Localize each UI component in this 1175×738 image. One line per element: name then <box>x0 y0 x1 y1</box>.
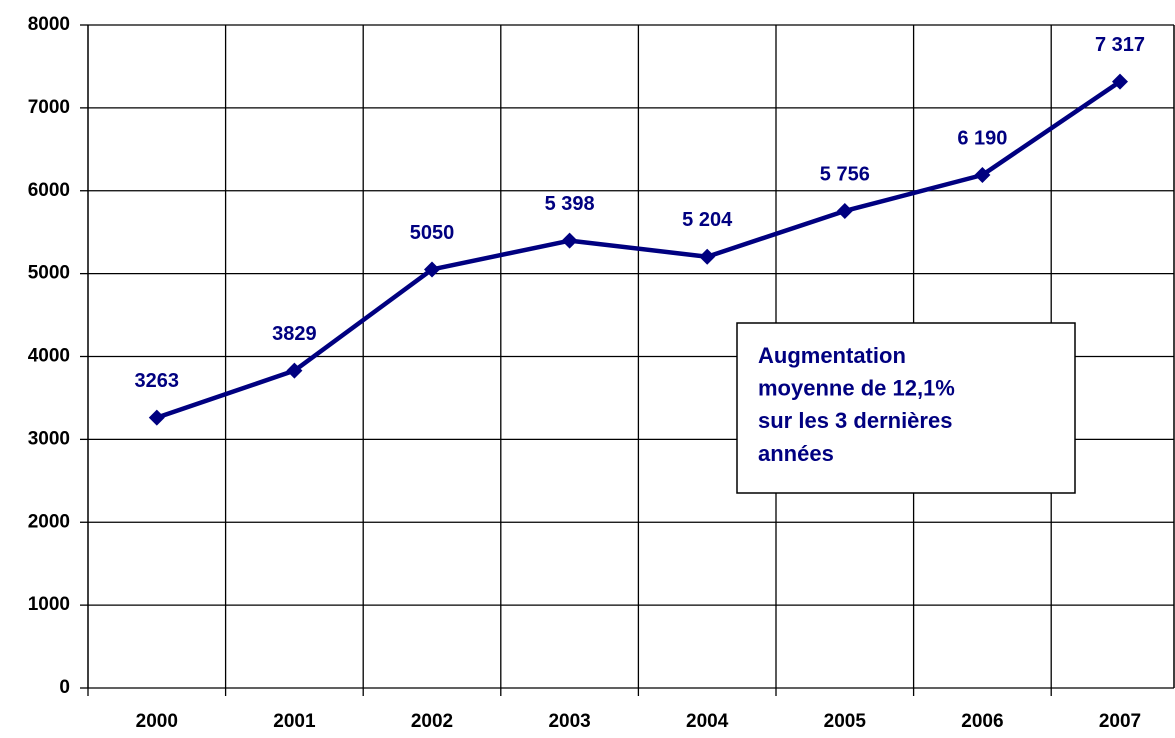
y-tick-label: 0 <box>59 677 70 698</box>
data-label: 5 204 <box>682 209 733 231</box>
y-tick-label: 4000 <box>28 346 70 367</box>
x-tick-label: 2005 <box>824 711 867 732</box>
y-tick-label: 8000 <box>28 14 70 35</box>
x-tick-label: 2004 <box>686 711 729 732</box>
x-tick-label: 2002 <box>411 711 453 732</box>
line <box>156 79 1122 420</box>
marker <box>974 167 991 184</box>
data-label: 5 756 <box>820 163 870 185</box>
y-tick-label: 6000 <box>28 180 70 201</box>
y-tick-label: 1000 <box>28 594 70 615</box>
data-label: 3829 <box>272 323 317 345</box>
data-label: 5 398 <box>545 193 595 215</box>
y-tick-label: 3000 <box>28 428 70 449</box>
data-label: 6 190 <box>957 127 1007 149</box>
x-tick-label: 2007 <box>1099 711 1141 732</box>
annotation-text: sur les 3 dernières <box>758 408 952 433</box>
marker <box>1112 73 1128 90</box>
annotation-box <box>736 322 1076 494</box>
y-tick-label: 2000 <box>28 511 70 532</box>
annotation-text: années <box>758 441 834 466</box>
x-tick-label: 2006 <box>961 711 1003 732</box>
x-tick-label: 2001 <box>273 711 316 732</box>
marker <box>699 248 716 265</box>
marker <box>561 232 578 249</box>
marker <box>148 409 165 426</box>
data-label: 5050 <box>410 222 455 244</box>
annotation-text: Augmentation <box>758 343 906 368</box>
marker <box>286 362 303 379</box>
y-tick-label: 5000 <box>28 263 70 284</box>
x-tick-label: 2003 <box>548 711 590 732</box>
data-label: 3263 <box>135 370 180 392</box>
marker <box>836 202 853 219</box>
data-label: 7 317 <box>1095 34 1145 56</box>
annotation-text: moyenne de 12,1% <box>758 376 955 401</box>
marker <box>424 261 440 278</box>
y-tick-label: 7000 <box>28 97 70 118</box>
x-tick-label: 2000 <box>136 711 178 732</box>
